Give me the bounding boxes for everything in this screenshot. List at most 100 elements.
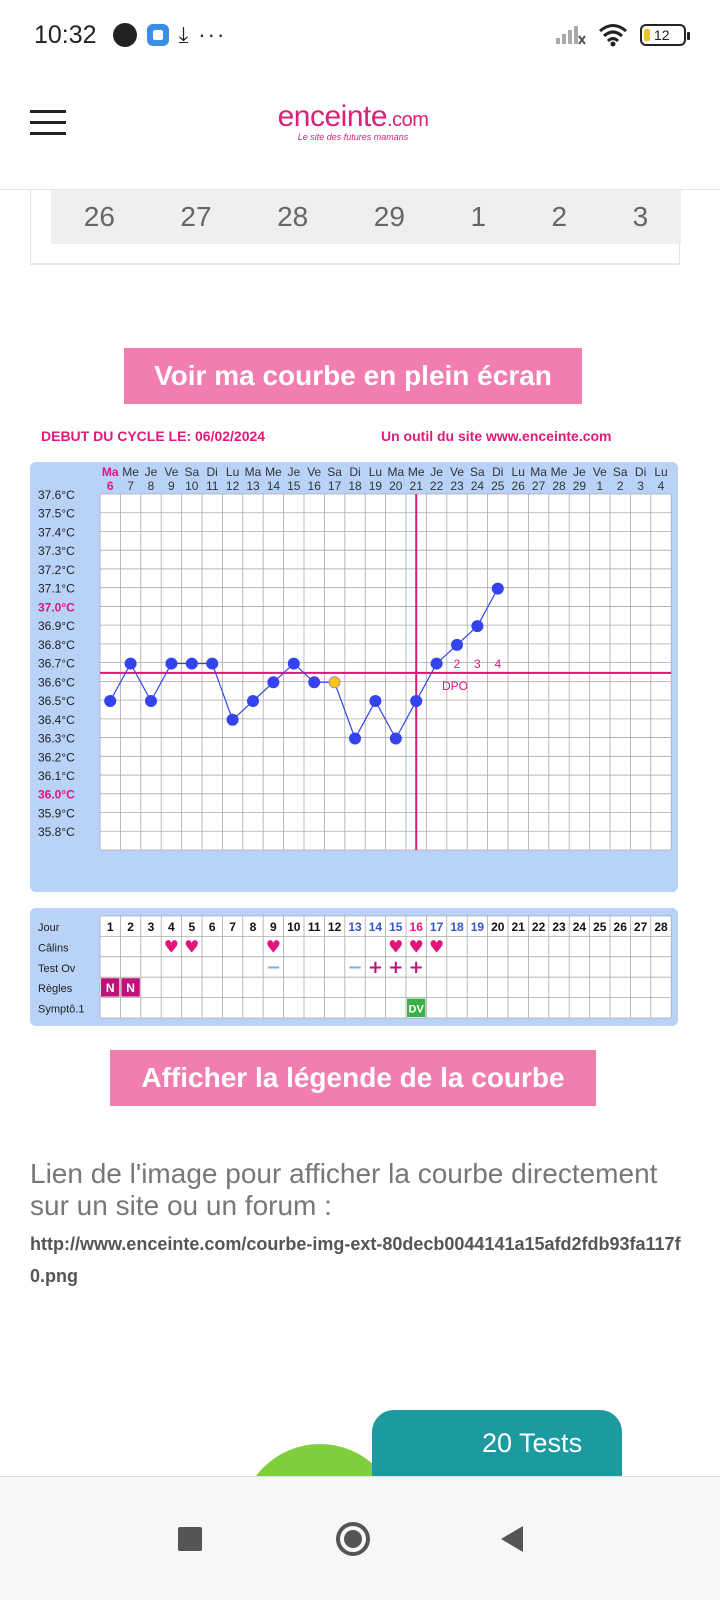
home-button[interactable] [323,1509,383,1569]
regles-mark: N [106,981,115,995]
chart-dpo-number: 3 [474,657,481,671]
chart-day-name: Ve [307,465,321,479]
chart-data-point [328,676,341,689]
chart-y-label: 36.9°C [38,619,75,633]
show-legend-button[interactable]: Afficher la légende de la courbe [110,1050,596,1106]
test-ov-mark: + [368,957,383,978]
chart-day-number: 17 [328,479,342,493]
advertisement[interactable]: 20 Tests [0,1408,720,1476]
chart-y-label: 35.9°C [38,806,75,820]
table-row-label: Test Ov [38,963,76,975]
calendar-day[interactable]: 2 [551,201,568,232]
chart-day-name: Di [635,465,646,479]
chart-day-name: Sa [184,465,199,479]
chart-day-name: Sa [470,465,485,479]
logo-main: enceinte [277,100,388,133]
chart-data-point [165,657,178,670]
table-day-number: 13 [348,920,362,934]
site-header: enceinte.com Le site des futures mamans [0,70,720,190]
chart-day-number: 7 [127,479,134,493]
chart-day-number: 24 [471,479,485,493]
chart-data-point [145,695,157,708]
table-day-number: 18 [450,920,464,934]
logo-suffix: .com [387,109,429,131]
test-ov-mark: + [409,957,424,978]
chart-data-point [349,732,361,745]
home-circle-icon [336,1522,370,1556]
chart-data-point [471,620,484,633]
test-ov-mark: − [347,957,362,978]
calendar-day[interactable]: 3 [632,201,649,232]
chart-data-point [104,695,117,708]
chart-day-number: 11 [206,479,219,493]
chart-day-number: 3 [637,479,644,493]
recent-apps-button[interactable] [160,1509,220,1569]
status-time: 10:32 [34,20,97,49]
back-button[interactable] [482,1509,542,1569]
chart-day-name: Lu [512,465,525,479]
cycle-table: Jour Câlins Test Ov Règles Symptô.1 1 2 3 4 5 6 7 8 9… [30,908,678,1026]
chart-data-point [491,582,504,595]
ad-banner: 20 Tests [372,1410,622,1476]
chart-data-point [369,695,382,708]
calendar-day[interactable]: 29 [373,201,405,232]
wifi-icon [599,24,627,47]
signal-icon [556,26,586,45]
download-icon: ⤓ [178,22,189,47]
table-day-number: 27 [634,920,648,934]
chart-data-point [124,657,137,670]
chart-day-name: Je [145,465,158,479]
table-row-label: Jour [38,922,60,934]
chart-data-point [226,713,239,726]
chart-day-number: 4 [658,479,665,493]
temperature-chart-svg: Ma6Me7Je8Ve9Sa10Di11Lu12Ma13Me14Je15Ve16… [38,465,672,851]
chart-day-name: Ma [530,465,547,479]
chart-data-point [389,732,402,745]
chart-day-name: Ve [450,465,464,479]
notification-circle-icon [112,23,137,47]
image-link-url[interactable]: http://www.enceinte.com/courbe-img-ext-8… [30,1234,681,1286]
menu-icon[interactable] [30,110,66,136]
calendar-day[interactable]: 27 [180,201,212,232]
heart-icon: ♥ [266,937,281,957]
heart-icon: ♥ [388,937,403,957]
cycle-start-label: DEBUT DU CYCLE LE: 06/02/2024 [41,428,266,444]
table-day-number: 2 [127,920,134,934]
chart-day-name: Ma [102,465,119,479]
site-logo[interactable]: enceinte.com Le site des futures mamans [268,100,438,142]
chart-dpo-label: DPO [442,679,468,693]
chart-data-point [206,657,219,670]
chart-day-number: 8 [148,479,155,493]
chart-y-label: 36.1°C [38,769,75,783]
chart-y-label: 36.7°C [38,657,75,671]
chart-day-number: 18 [348,479,362,493]
calendar-day[interactable]: 28 [277,201,309,232]
chart-day-number: 1 [596,479,603,493]
table-row-label: Symptô.1 [38,1004,84,1016]
chart-day-number: 10 [185,479,199,493]
table-day-number: 28 [654,920,668,934]
chart-day-name: Me [122,465,139,479]
heart-icon: ♥ [184,937,199,957]
chart-data-point [410,695,423,708]
square-icon [178,1527,202,1551]
chart-day-number: 29 [573,479,587,493]
symptome-mark: DV [409,1004,425,1016]
calendar-day[interactable]: 1 [470,201,487,232]
table-day-number: 25 [593,920,607,934]
chart-y-label: 36.0°C [38,788,75,802]
chart-day-number: 19 [369,479,383,493]
heart-icon: ♥ [164,937,179,957]
chart-data-point [247,695,259,708]
chart-day-name: Lu [226,465,239,479]
table-day-number: 21 [512,920,526,934]
fullscreen-curve-button[interactable]: Voir ma courbe en plein écran [124,348,582,404]
chart-day-name: Me [265,465,282,479]
calendar-day[interactable]: 26 [83,201,115,232]
logo-tagline: Le site des futures mamans [297,132,409,142]
chart-day-name: Je [430,465,443,479]
chart-day-number: 22 [430,479,444,493]
table-day-number: 5 [188,920,195,934]
chart-day-number: 28 [552,479,566,493]
table-day-number: 7 [229,920,236,934]
